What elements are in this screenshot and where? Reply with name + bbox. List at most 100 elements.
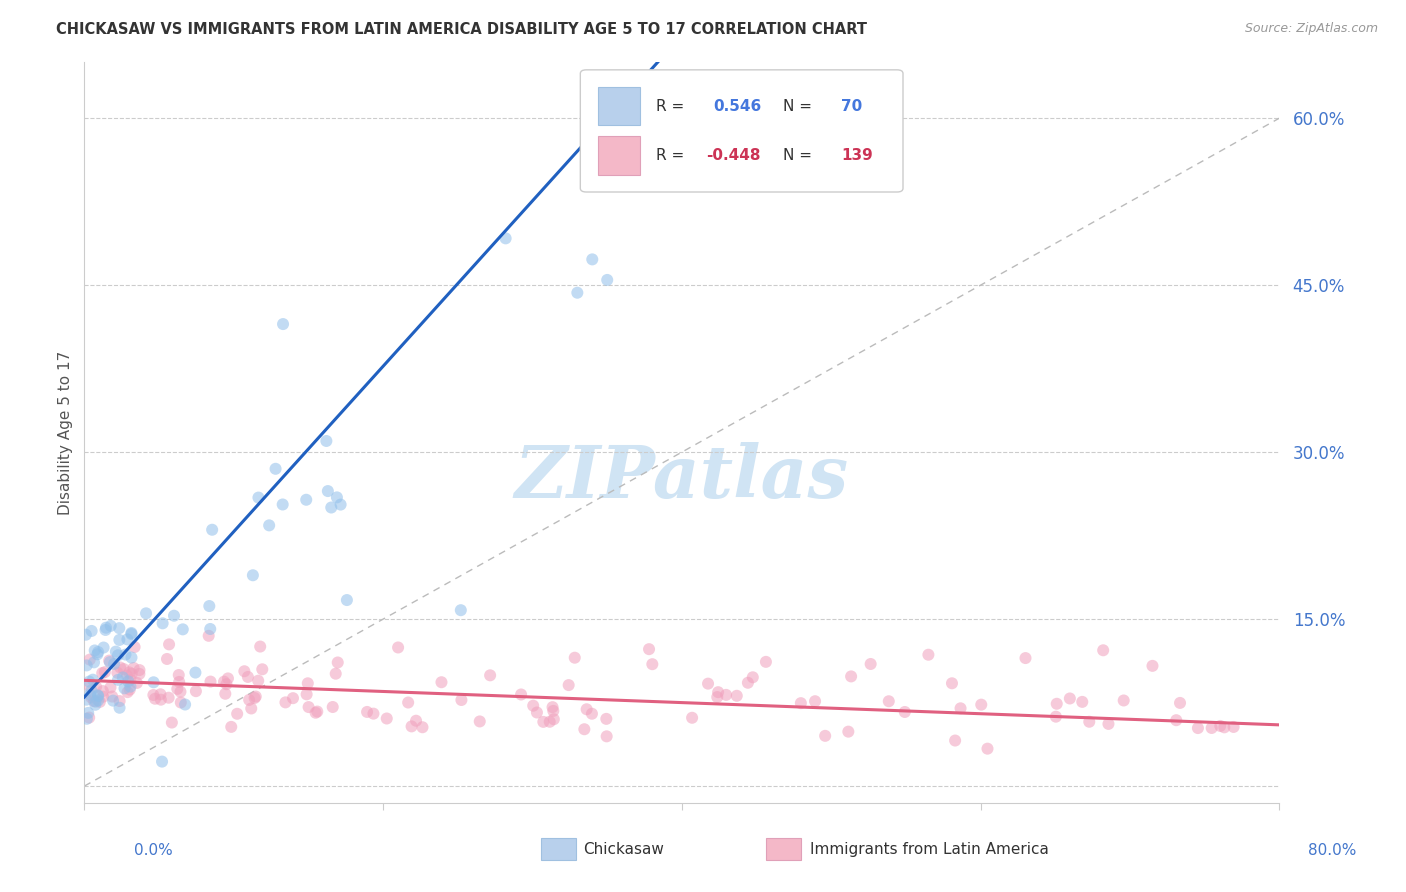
Point <box>114 681 136 696</box>
Point <box>124 640 146 654</box>
Point <box>157 637 180 651</box>
Point <box>87 693 110 707</box>
Point <box>329 498 352 512</box>
Point <box>949 701 972 715</box>
Point <box>307 705 329 719</box>
Point <box>242 568 264 582</box>
Point <box>356 705 378 719</box>
Point <box>89 695 111 709</box>
Point <box>638 642 661 657</box>
Point <box>1078 714 1101 729</box>
Point <box>86 648 108 662</box>
Bar <box>599 87 640 126</box>
Point <box>108 632 131 647</box>
Point <box>104 644 127 658</box>
Text: 0.0%: 0.0% <box>134 843 173 858</box>
Point <box>174 698 197 712</box>
Point <box>1045 709 1067 723</box>
Point <box>1014 651 1036 665</box>
Point <box>790 696 813 710</box>
Text: 80.0%: 80.0% <box>1309 843 1357 858</box>
Point <box>1142 658 1164 673</box>
Point <box>557 678 579 692</box>
Point <box>219 720 242 734</box>
Point <box>297 700 319 714</box>
Point <box>315 434 337 448</box>
Point <box>91 666 114 681</box>
Point <box>479 668 502 682</box>
Point <box>77 679 100 693</box>
Point <box>316 484 339 499</box>
Text: R =: R = <box>655 148 689 163</box>
Point <box>167 674 190 689</box>
Point <box>93 640 115 655</box>
Point <box>101 690 124 704</box>
Point <box>304 706 326 720</box>
Point <box>108 694 131 708</box>
Point <box>94 623 117 637</box>
Point <box>83 656 105 670</box>
Point <box>87 689 110 703</box>
Point <box>197 629 219 643</box>
Point <box>295 687 318 701</box>
Point <box>596 273 619 287</box>
Point <box>149 687 172 701</box>
Point <box>575 702 598 716</box>
Point <box>160 715 183 730</box>
Point <box>117 674 139 689</box>
Point <box>941 676 963 690</box>
Point <box>98 655 121 669</box>
Point <box>128 663 150 677</box>
Text: N =: N = <box>783 99 817 113</box>
Point <box>976 741 998 756</box>
Point <box>121 650 143 665</box>
Point <box>295 492 318 507</box>
Point <box>200 622 222 636</box>
Point <box>108 621 131 635</box>
Point <box>264 462 287 476</box>
Point <box>77 710 100 724</box>
Point <box>322 700 344 714</box>
Text: ZIPatlas: ZIPatlas <box>515 442 849 513</box>
Point <box>214 687 236 701</box>
Point <box>522 698 544 713</box>
Point <box>510 688 533 702</box>
Point <box>697 676 720 690</box>
Point <box>252 662 274 676</box>
Point <box>970 698 993 712</box>
Point <box>238 693 260 707</box>
Point <box>681 711 703 725</box>
Point <box>814 729 837 743</box>
Point <box>839 669 862 683</box>
Point <box>450 603 472 617</box>
Point <box>804 694 827 708</box>
Point <box>169 684 191 698</box>
Point <box>271 317 294 331</box>
Point <box>91 690 114 704</box>
Point <box>226 706 249 721</box>
Point <box>217 672 239 686</box>
Point <box>83 643 105 657</box>
Point <box>201 523 224 537</box>
Point <box>114 648 136 662</box>
Point <box>142 675 165 690</box>
Point <box>641 657 664 672</box>
Point <box>387 640 409 655</box>
Point <box>79 688 101 702</box>
Point <box>877 694 900 708</box>
Point <box>538 714 561 729</box>
Point <box>91 684 114 698</box>
Point <box>122 661 145 675</box>
Point <box>107 648 129 663</box>
Point <box>1222 720 1244 734</box>
Point <box>163 608 186 623</box>
Point <box>375 711 398 725</box>
Point <box>156 652 179 666</box>
Point <box>198 599 221 613</box>
Point <box>100 619 122 633</box>
Point <box>247 673 270 688</box>
Point <box>430 675 453 690</box>
Point <box>495 231 517 245</box>
Point <box>167 668 190 682</box>
Point <box>103 657 125 671</box>
